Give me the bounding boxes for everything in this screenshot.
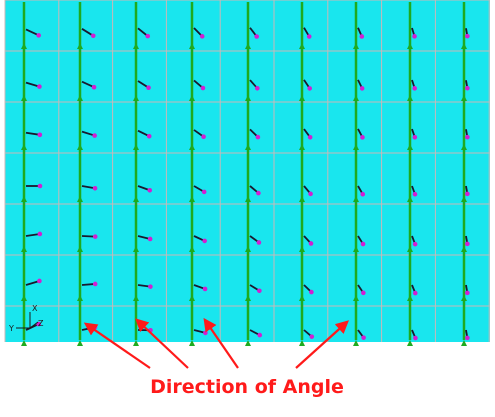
orientation-tip [145,34,150,39]
orientation-tip [92,133,97,138]
orientation-tip [413,336,418,341]
orientation-tip [412,34,417,39]
orientation-tip [360,34,365,39]
orientation-tip [361,242,366,247]
orientation-tip [257,333,262,338]
orientation-tip [201,134,206,139]
orientation-tip [148,237,153,242]
orientation-tip [146,85,151,90]
orientation-tip [201,86,206,91]
orientation-tip [200,34,205,39]
orientation-tip [257,288,262,293]
orientation-tip [38,184,43,189]
orientation-tip [38,232,43,237]
orientation-tip [413,135,418,140]
triad-y-label: Y [8,324,14,333]
orientation-tip [413,242,418,247]
orientation-tip [147,134,152,139]
orientation-tip [147,188,152,193]
orientation-tip [93,282,98,287]
orientation-tip [465,135,470,140]
orientation-tip [308,135,313,140]
orientation-tip [465,291,470,296]
orientation-tip [256,135,261,140]
caption: Direction of Angle [150,376,344,398]
orientation-tip [93,234,98,239]
orientation-tip [202,239,207,244]
orientation-tip [38,133,43,138]
orientation-tip [413,192,418,197]
orientation-tip [309,334,314,339]
orientation-tip [413,291,418,296]
orientation-tip [307,34,312,39]
orientation-tip [91,33,96,38]
triad-z-label: Z [38,319,44,328]
screenshot: X Y Z Direction of Angle [0,0,495,417]
orientation-tip [256,191,261,196]
orientation-tip [37,279,42,284]
orientation-tip [465,192,470,197]
orientation-tip [148,284,153,289]
orientation-tip [202,190,207,195]
orientation-tip [360,86,365,91]
orientation-tip [93,186,98,191]
orientation-tip [360,192,365,197]
orientation-tip [203,287,208,292]
orientation-tip [307,86,312,91]
orientation-tip [360,135,365,140]
orientation-tip [255,86,260,91]
orientation-tip [465,336,470,341]
orientation-tip [465,86,470,91]
orientation-tip [465,34,470,39]
orientation-tip [257,240,262,245]
orientation-tip [309,290,314,295]
orientation-tip [309,241,314,246]
orientation-tip [361,291,366,296]
page: X Y Z Direction of Angle (() => { const … [0,0,495,417]
orientation-tip [92,85,97,90]
orientation-tip [203,331,208,336]
orientation-tip [308,192,313,197]
orientation-tip [412,86,417,91]
triad-x-label: X [32,304,38,313]
orientation-tip [36,33,41,38]
orientation-tip [465,242,470,247]
orientation-tip [361,335,366,340]
orientation-tip [254,34,259,39]
orientation-tip [37,84,42,89]
